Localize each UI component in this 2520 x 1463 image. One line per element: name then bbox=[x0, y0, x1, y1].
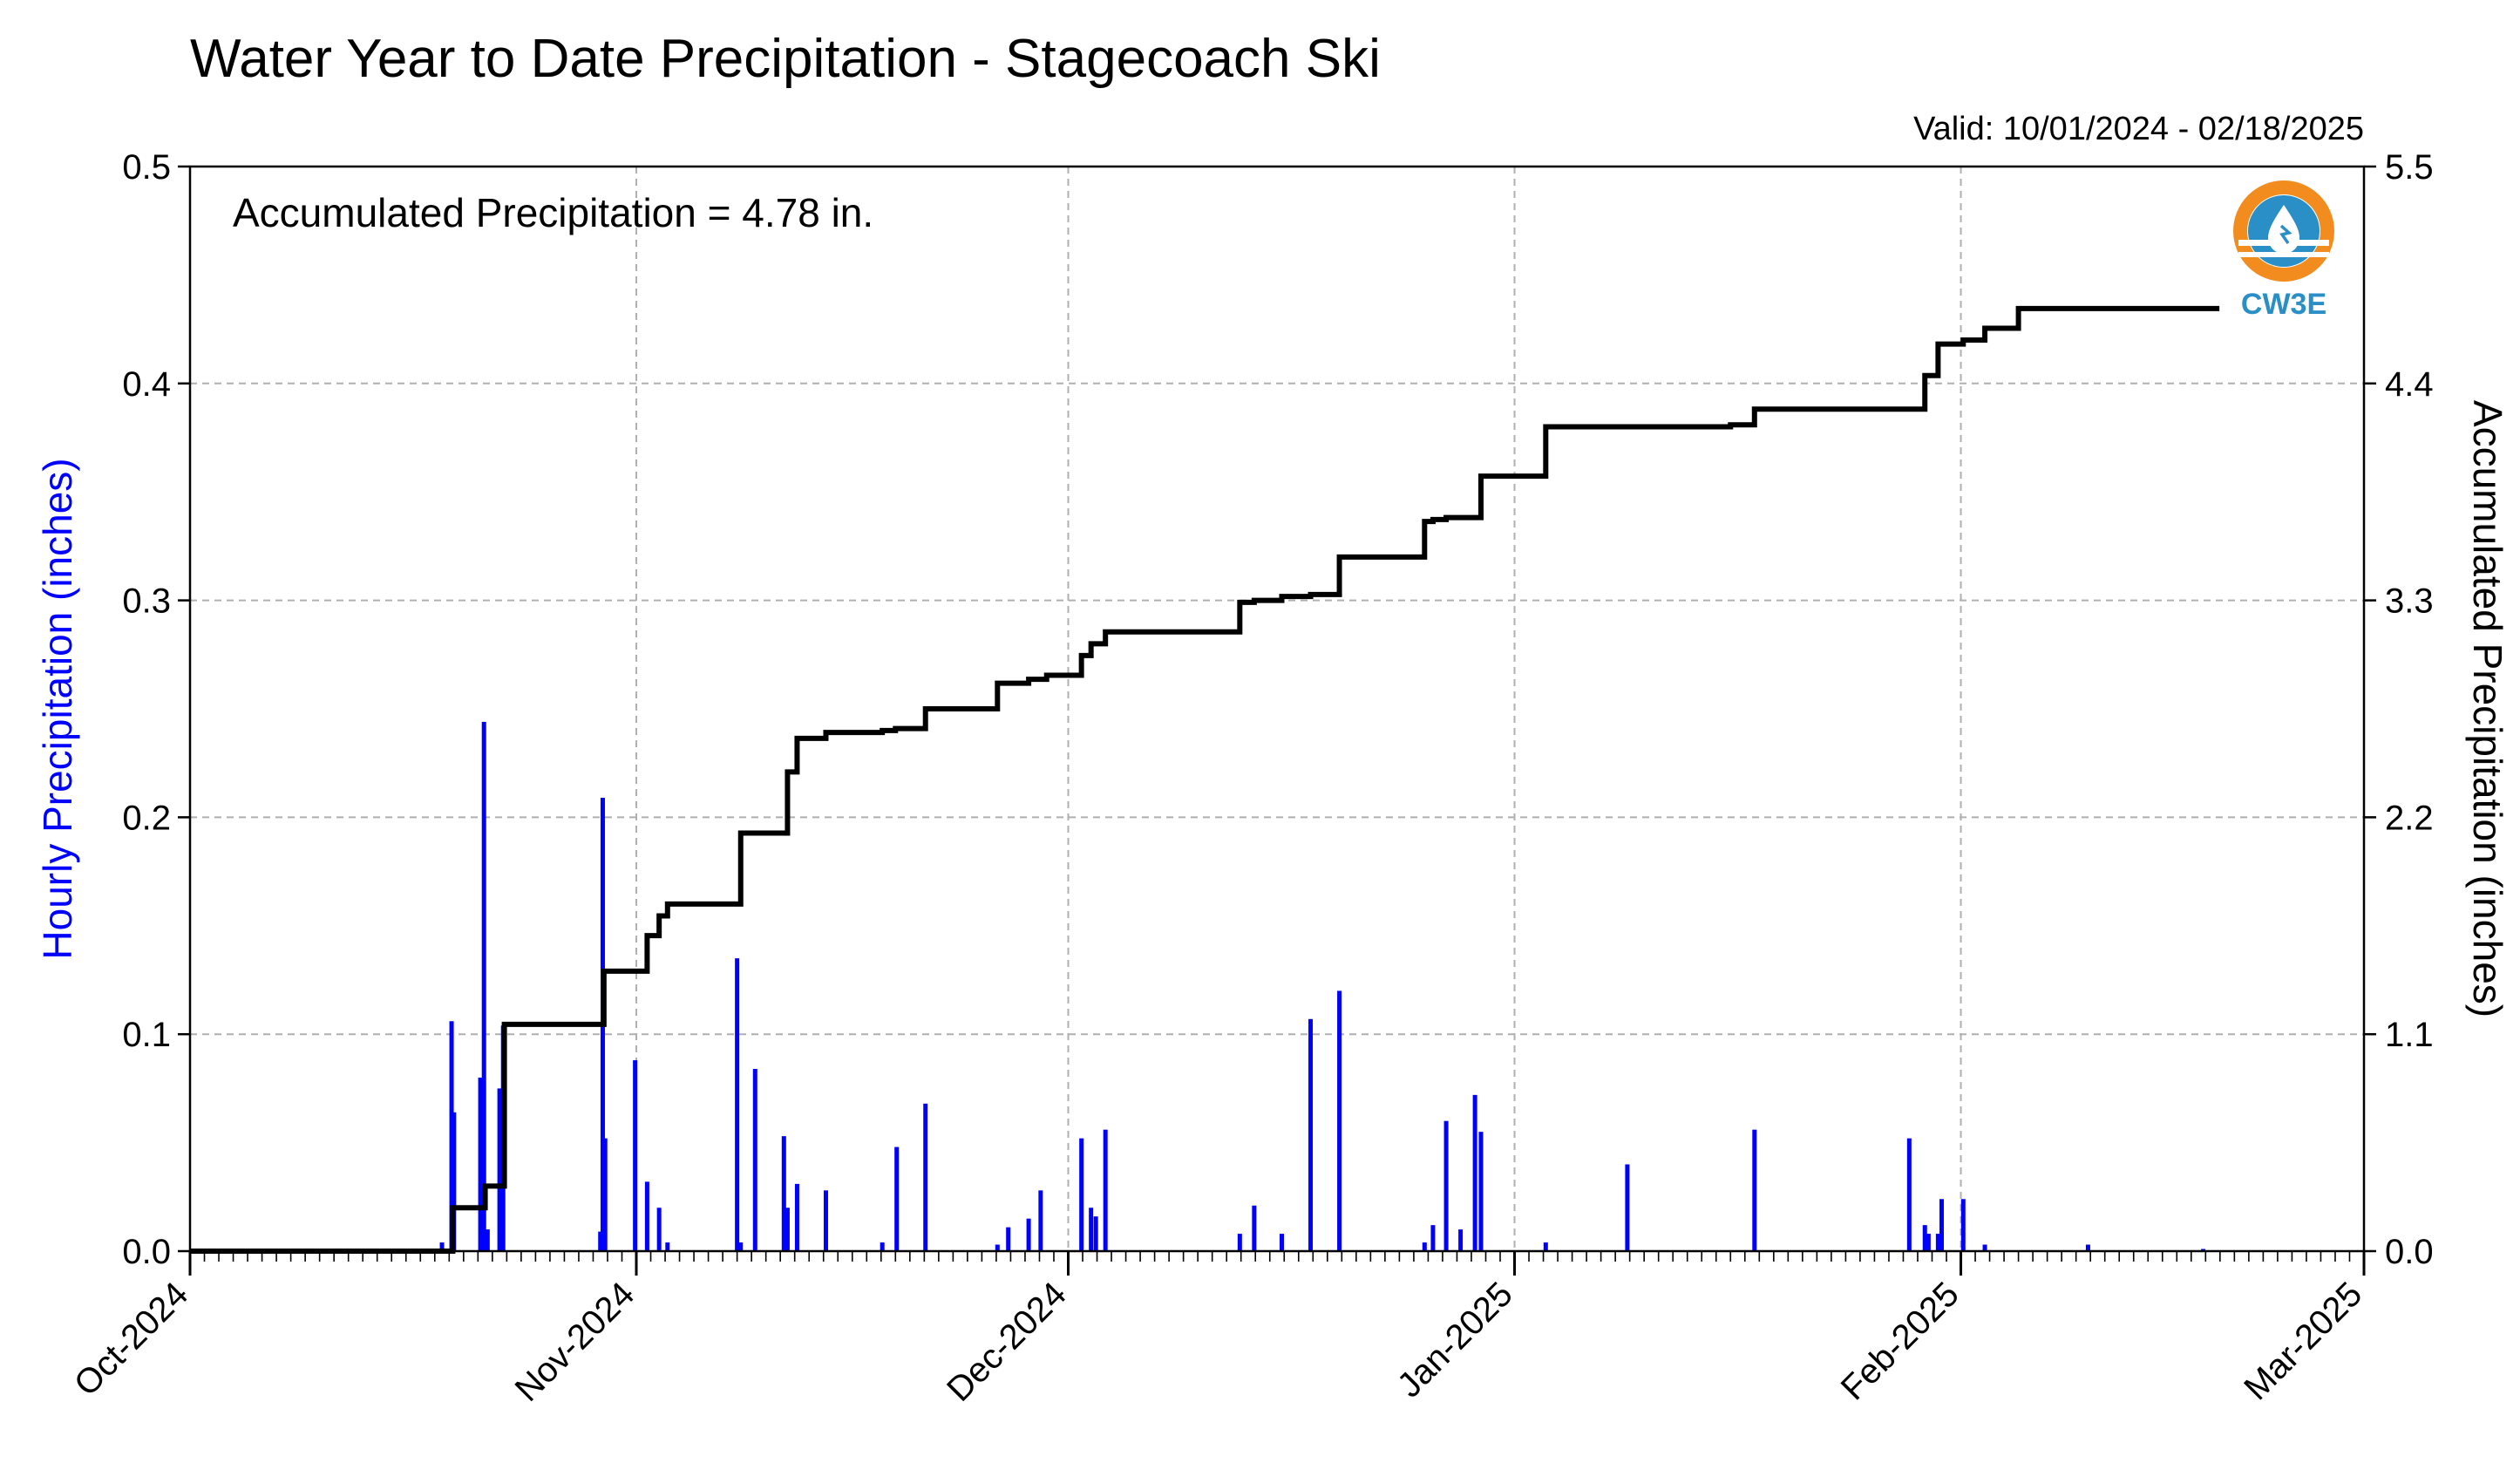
x-tick-label: Oct-2024 bbox=[67, 1275, 195, 1403]
hourly-precip-bar bbox=[923, 1103, 928, 1251]
hourly-precip-bar bbox=[449, 1021, 454, 1251]
hourly-precip-bar bbox=[598, 1231, 603, 1251]
y2-tick-label: 1.1 bbox=[2385, 1016, 2434, 1054]
y-tick-label: 0.1 bbox=[122, 1016, 171, 1054]
y-tick-label: 0.5 bbox=[122, 148, 171, 187]
hourly-precip-bar bbox=[497, 1088, 502, 1251]
hourly-precip-bar bbox=[1089, 1208, 1094, 1251]
hourly-precip-bar bbox=[738, 1242, 744, 1251]
y2-axis-label: Accumulated Precipitation (inches) bbox=[2465, 400, 2510, 1017]
y-tick-label: 0.3 bbox=[122, 582, 171, 621]
water-drop-logo-icon bbox=[2233, 180, 2334, 282]
hourly-precip-bar bbox=[785, 1208, 790, 1251]
hourly-precip-bar bbox=[1935, 1234, 1940, 1251]
hourly-precip-bar bbox=[1922, 1225, 1927, 1251]
hourly-precip-bar bbox=[1038, 1190, 1043, 1251]
hourly-precip-bar bbox=[1237, 1234, 1242, 1251]
y2-tick-label: 4.4 bbox=[2385, 365, 2434, 404]
hourly-precip-bar bbox=[1443, 1120, 1449, 1251]
hourly-precip-bar bbox=[1006, 1227, 1011, 1251]
hourly-precip-bar bbox=[995, 1244, 1000, 1251]
y-tick-label: 0.0 bbox=[122, 1233, 171, 1271]
hourly-precip-bar bbox=[1103, 1129, 1108, 1251]
hourly-precip-bar bbox=[1308, 1018, 1314, 1251]
hourly-precip-bar bbox=[1458, 1229, 1464, 1251]
hourly-precip-bar bbox=[1752, 1129, 1757, 1251]
hourly-precip-bar bbox=[1625, 1164, 1630, 1251]
y-tick-label: 0.4 bbox=[122, 365, 171, 404]
hourly-precip-bar bbox=[1079, 1138, 1084, 1251]
hourly-precip-bar bbox=[1026, 1218, 1031, 1251]
hourly-precip-bar bbox=[1906, 1138, 1912, 1251]
hourly-precip-bar bbox=[894, 1147, 900, 1251]
hourly-precip-bar bbox=[1939, 1199, 1945, 1251]
hourly-precip-bar bbox=[1280, 1234, 1285, 1251]
axes: 0.0 0.1 0.2 0.3 0.4 0.5 0.0 1.1 2.2 3.3 4.4 5.5 Oct-… bbox=[67, 148, 2434, 1409]
accumulated-line-group bbox=[190, 305, 2220, 1254]
hourly-precip-bar bbox=[481, 721, 486, 1251]
hourly-precip-bar bbox=[633, 1060, 638, 1251]
hourly-precip-bar bbox=[1543, 1242, 1548, 1251]
hourly-precip-bar bbox=[1252, 1205, 1257, 1251]
y-tick-label: 0.2 bbox=[122, 799, 171, 837]
hourly-precip-bar bbox=[1960, 1199, 1966, 1251]
hourly-precip-bar bbox=[880, 1242, 885, 1251]
hourly-precip-bar bbox=[1430, 1225, 1436, 1251]
hourly-precip-bar bbox=[665, 1242, 670, 1251]
x-tick-label: Dec-2024 bbox=[940, 1275, 1074, 1409]
hourly-precip-bar bbox=[823, 1190, 828, 1251]
accumulated-precip-line bbox=[190, 305, 2220, 1254]
hourly-precip-bar bbox=[1093, 1216, 1098, 1251]
cw3e-logo: CW3E bbox=[2233, 180, 2334, 321]
hourly-precip-bar bbox=[1472, 1094, 1477, 1251]
y-axis-label: Hourly Precipitation (inches) bbox=[35, 458, 80, 959]
hourly-precip-bar bbox=[452, 1112, 457, 1251]
hourly-precip-bar bbox=[794, 1183, 799, 1251]
hourly-precip-bar bbox=[1982, 1244, 1987, 1251]
chart-subtitle: Valid: 10/01/2024 - 02/18/2025 bbox=[1913, 111, 2364, 147]
y2-tick-label: 0.0 bbox=[2385, 1233, 2434, 1271]
hourly-precip-bar bbox=[1478, 1132, 1484, 1251]
hourly-precip-bar bbox=[602, 1138, 608, 1251]
y2-tick-label: 2.2 bbox=[2385, 799, 2434, 837]
grid-lines bbox=[190, 167, 2364, 1251]
hourly-precip-bar bbox=[656, 1208, 662, 1251]
x-tick-label: Mar-2025 bbox=[2237, 1275, 2369, 1407]
hourly-precip-bar bbox=[1337, 990, 1342, 1251]
x-tick-label: Jan-2025 bbox=[1390, 1275, 1520, 1405]
hourly-precip-bar bbox=[752, 1069, 757, 1251]
y2-tick-label: 5.5 bbox=[2385, 148, 2434, 187]
logo-text: CW3E bbox=[2241, 288, 2326, 321]
hourly-precip-bar bbox=[439, 1242, 445, 1251]
x-tick-label: Feb-2025 bbox=[1834, 1275, 1966, 1407]
hourly-precip-bar bbox=[1422, 1242, 1427, 1251]
hourly-precip-bar bbox=[735, 958, 740, 1251]
y2-tick-label: 3.3 bbox=[2385, 582, 2434, 621]
x-tick-label: Nov-2024 bbox=[508, 1275, 642, 1409]
hourly-precip-bar bbox=[781, 1136, 786, 1251]
hourly-precip-bar bbox=[1926, 1234, 1931, 1251]
hourly-precip-bar bbox=[478, 1077, 483, 1251]
hourly-precip-bar bbox=[644, 1181, 649, 1251]
plot-frame bbox=[188, 165, 2366, 1253]
hourly-precip-bar bbox=[2085, 1244, 2090, 1251]
accumulated-annotation: Accumulated Precipitation = 4.78 in. bbox=[233, 190, 873, 235]
chart-title: Water Year to Date Precipitation - Stage… bbox=[190, 29, 1381, 89]
hourly-bars bbox=[439, 721, 2206, 1251]
hourly-precip-bar bbox=[485, 1229, 490, 1251]
